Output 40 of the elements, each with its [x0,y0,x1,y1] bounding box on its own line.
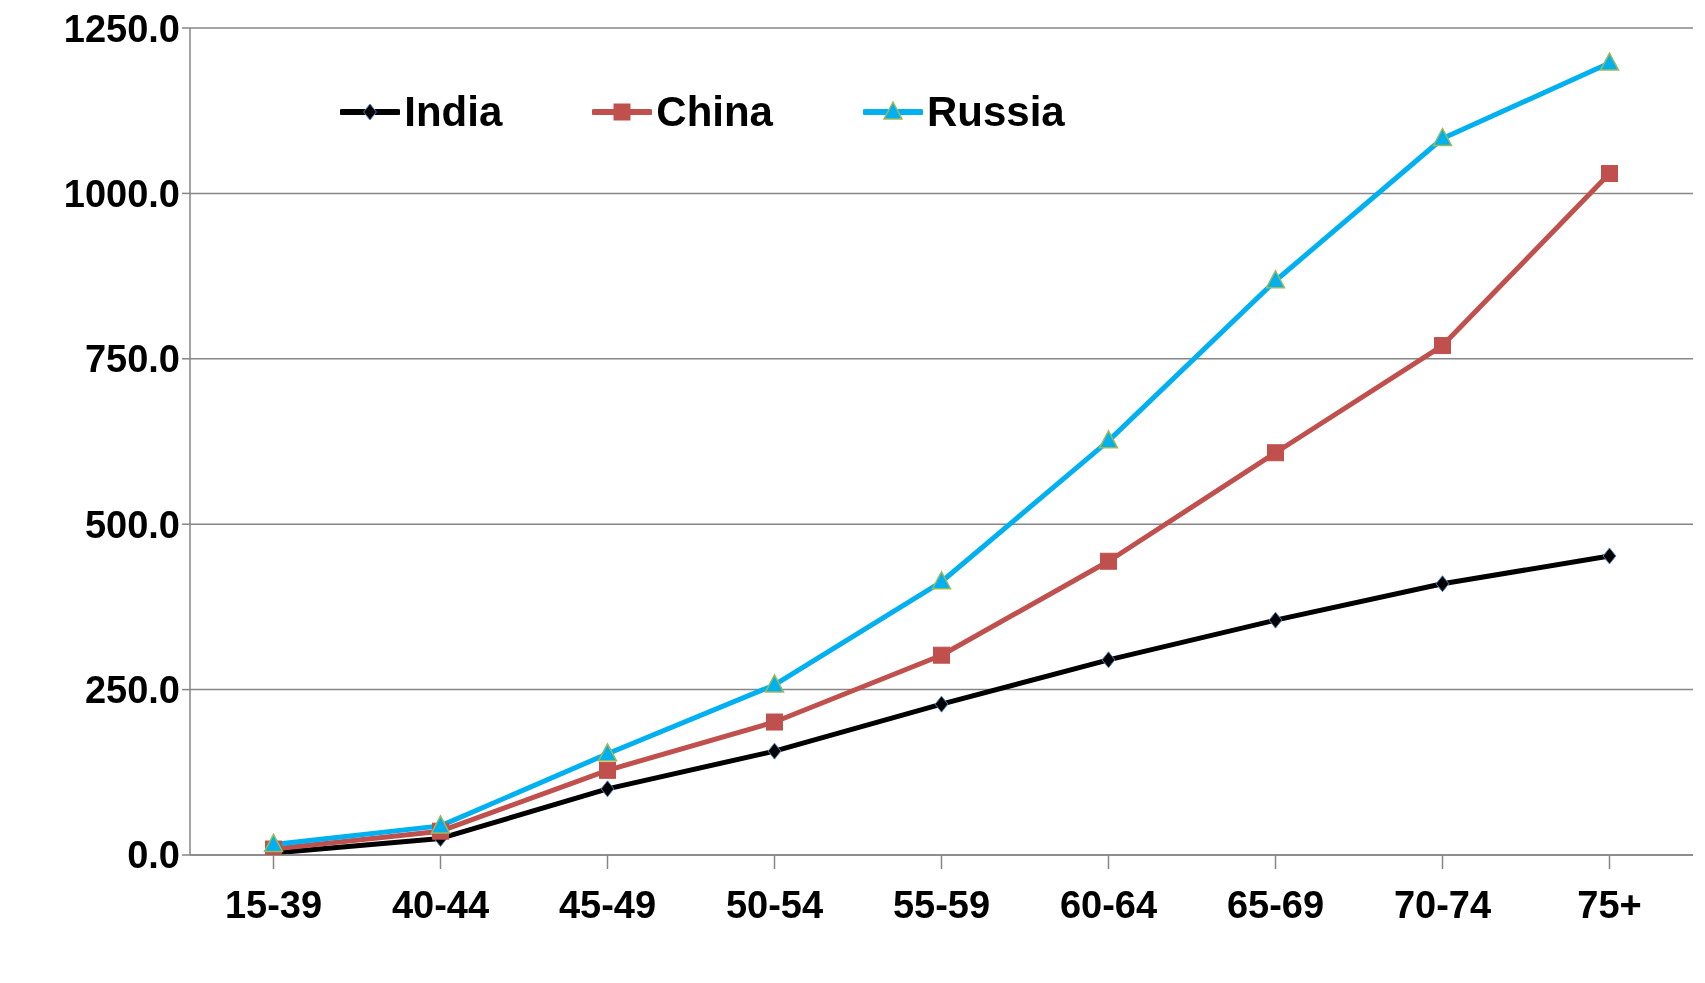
point [430,815,451,834]
x-tick-label: 50-54 [725,883,824,926]
legend-label: India [404,88,503,136]
x-tick-label: 40-44 [391,883,490,926]
point [1599,52,1620,71]
point [1101,651,1116,669]
x-tick-label: 55-59 [892,883,991,926]
x-tick-label: 45-49 [558,883,657,926]
point [1265,269,1286,289]
point [1268,611,1283,629]
point [263,833,284,853]
point [934,695,949,713]
point [1602,547,1617,565]
point [1100,552,1117,570]
x-tick-label: 15-39 [224,883,323,926]
legend-label: Russia [926,88,1065,136]
y-tick-label: 0.0 [127,834,180,877]
point [1098,430,1119,449]
point [764,674,785,693]
x-tick-label: 60-64 [1059,883,1158,926]
y-tick-label: 1000.0 [63,172,180,215]
point [600,780,615,798]
point [597,743,618,762]
y-tick-label: 250.0 [84,669,180,712]
y-tick-label: 1250.0 [63,7,180,50]
point [1601,165,1618,183]
point [766,713,783,731]
legend-label: China [656,88,773,136]
point [933,646,950,664]
point [767,742,782,760]
point [1435,575,1450,593]
x-tick-label: 65-69 [1226,883,1325,926]
point [1434,337,1451,355]
x-tick-label: 70-74 [1393,883,1492,926]
point [599,761,616,779]
x-tick-label: 75+ [1577,883,1642,926]
point [1267,444,1284,462]
y-tick-label: 500.0 [84,503,180,546]
y-tick-label: 750.0 [84,338,180,381]
point [931,571,952,590]
